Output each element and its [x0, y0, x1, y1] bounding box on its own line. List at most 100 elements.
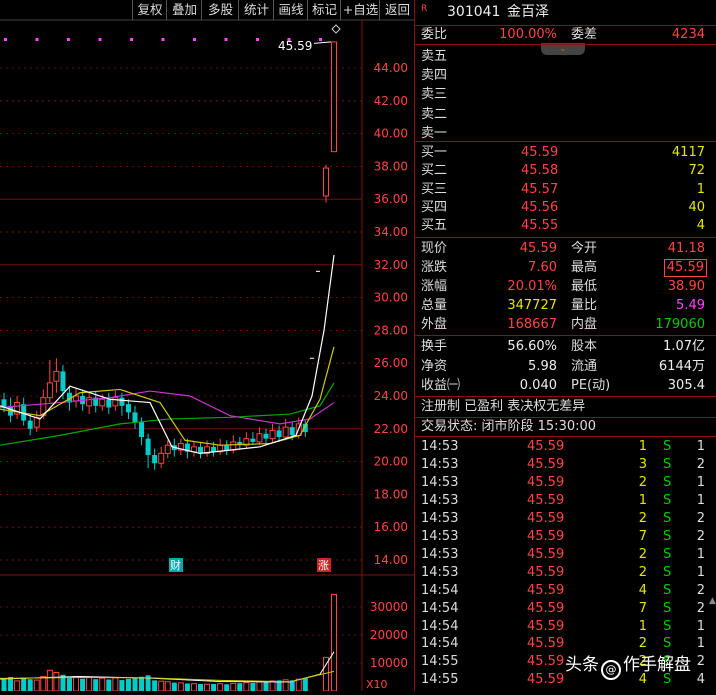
tick-row: 14:53 45.59 7 S 2 — [415, 528, 716, 546]
tick-time: 14:53 — [421, 528, 459, 544]
tick-count: 1 — [696, 564, 705, 580]
candle-body — [86, 397, 93, 407]
candle-body — [331, 41, 337, 153]
candle-body — [60, 371, 66, 392]
stat-label: 流通 — [571, 358, 598, 374]
tick-side: S — [663, 474, 672, 490]
tick-side: S — [663, 582, 672, 598]
volume-bar — [106, 679, 112, 691]
tick-side: S — [663, 672, 672, 688]
bid-row: 买三 45.57 1 — [415, 181, 716, 199]
dot-marker — [287, 38, 291, 41]
tick-price: 45.59 — [527, 474, 565, 490]
bid-label: 买二 — [421, 163, 448, 179]
tick-price: 45.59 — [527, 528, 565, 544]
stock-header: R 301041 金百泽 — [415, 2, 716, 22]
price-tick-label: 26.00 — [374, 356, 408, 370]
toolbar-button-4[interactable]: 画线 — [273, 0, 308, 20]
weibi-row: 委比 100.00% 委差 4234 — [421, 27, 705, 42]
scroll-arrow[interactable]: ▲ — [709, 596, 716, 606]
price-tick-label: 22.00 — [374, 422, 408, 436]
candle-body — [289, 427, 295, 436]
stock-code: 301041 — [447, 4, 501, 20]
tick-volume: 4 — [638, 672, 647, 688]
stat-value: 1.07亿 — [663, 339, 705, 354]
tick-count: 1 — [696, 474, 705, 490]
dot-marker — [224, 38, 228, 41]
tick-count: 1 — [696, 636, 705, 652]
price-tick-label: 42.00 — [374, 94, 408, 108]
toolbar-button-2[interactable]: 多股 — [201, 0, 239, 20]
stat-label: 股本 — [571, 339, 598, 354]
tick-time: 14:53 — [421, 492, 459, 508]
candle-body — [158, 452, 165, 464]
stat-value: 179060 — [655, 317, 705, 332]
stat-value: 6144万 — [658, 358, 705, 374]
candle-body — [119, 397, 125, 406]
volume-bar — [263, 681, 269, 691]
volume-bar — [93, 679, 99, 691]
candle-body — [14, 402, 21, 415]
toolbar-button-5[interactable]: 标记 — [307, 0, 341, 20]
toolbar-button-1[interactable]: 叠加 — [166, 0, 202, 20]
tick-volume: 1 — [638, 439, 647, 454]
stat-label: 最低 — [571, 279, 598, 294]
dot-marker — [256, 38, 259, 41]
tick-price: 45.59 — [527, 510, 565, 526]
stat-row: 外盘 168667 内盘 179060 — [415, 316, 716, 334]
bid-label: 买五 — [421, 218, 448, 234]
kline-chart-area[interactable]: 44.00 42.00 40.00 38.00 36.00 34.00 32.00 30.00… — [0, 0, 415, 692]
quote-panel: R 301041 金百泽 委比 100.00% 委差 4234 ⌄ 卖五 卖四 卖三… — [414, 0, 716, 691]
tick-side: S — [663, 546, 672, 562]
ma-yellow-line — [0, 346, 335, 446]
tick-price: 45.59 — [527, 546, 565, 562]
candle-body — [152, 455, 158, 464]
volume-bar — [164, 681, 171, 692]
volume-bar — [67, 678, 72, 691]
candle-body — [139, 422, 145, 437]
toolbar-button-0[interactable]: 复权 — [132, 0, 167, 20]
stock-name: 金百泽 — [507, 4, 549, 20]
stat-value: 56.60% — [507, 339, 557, 354]
tick-row: 14:54 45.59 1 S 1 — [415, 618, 716, 636]
price-tick-label: 18.00 — [374, 487, 408, 501]
candle-body — [125, 404, 131, 413]
stat-label: 内盘 — [571, 317, 598, 332]
tick-count: 2 — [696, 582, 705, 598]
tick-row: 14:53 45.59 3 S 2 — [415, 456, 716, 474]
bid-label: 买一 — [421, 145, 448, 160]
volume-bar — [139, 676, 145, 691]
dot-marker — [98, 38, 102, 41]
stat-value: 305.4 — [667, 378, 705, 393]
toolbar-button-3[interactable]: 统计 — [238, 0, 274, 20]
bid-price: 45.55 — [521, 218, 559, 234]
tick-time: 14:53 — [421, 510, 459, 526]
ask-row: 卖五 — [415, 48, 716, 66]
tick-count: 1 — [696, 618, 705, 634]
tick-side: S — [663, 528, 672, 544]
price-tick-label: 28.00 — [374, 323, 408, 337]
tick-count: 1 — [696, 439, 705, 454]
tick-time: 14:54 — [421, 582, 459, 598]
tick-volume: 1 — [638, 618, 647, 634]
kline-svg[interactable]: 44.00 42.00 40.00 38.00 36.00 34.00 32.00 30.00… — [0, 0, 414, 692]
price-tick-label: 40.00 — [374, 127, 408, 141]
candle-body — [263, 433, 269, 439]
tick-side: S — [663, 600, 672, 616]
price-tick-label: 32.00 — [374, 258, 408, 272]
tick-row: 14:53 45.59 2 S 1 — [415, 474, 716, 492]
toolbar-button-6[interactable]: +自选 — [340, 0, 380, 20]
candle-body — [237, 441, 243, 446]
tick-row: 14:53 45.59 2 S 1 — [415, 546, 716, 564]
candle-body — [256, 433, 263, 443]
bid-row: 买一 45.59 4117 — [415, 144, 716, 162]
candle-body — [164, 444, 171, 454]
tick-time: 14:54 — [421, 600, 459, 616]
tick-volume: 4 — [638, 582, 647, 598]
volume-bar — [237, 683, 243, 691]
volume-bar — [276, 680, 282, 691]
collapse-button[interactable]: ⌄ — [541, 43, 585, 55]
toolbar-button-7[interactable]: 返回 — [379, 0, 415, 20]
stat-label: 外盘 — [421, 317, 448, 332]
watermark: 头条 @ 作手解盘 — [565, 650, 691, 680]
